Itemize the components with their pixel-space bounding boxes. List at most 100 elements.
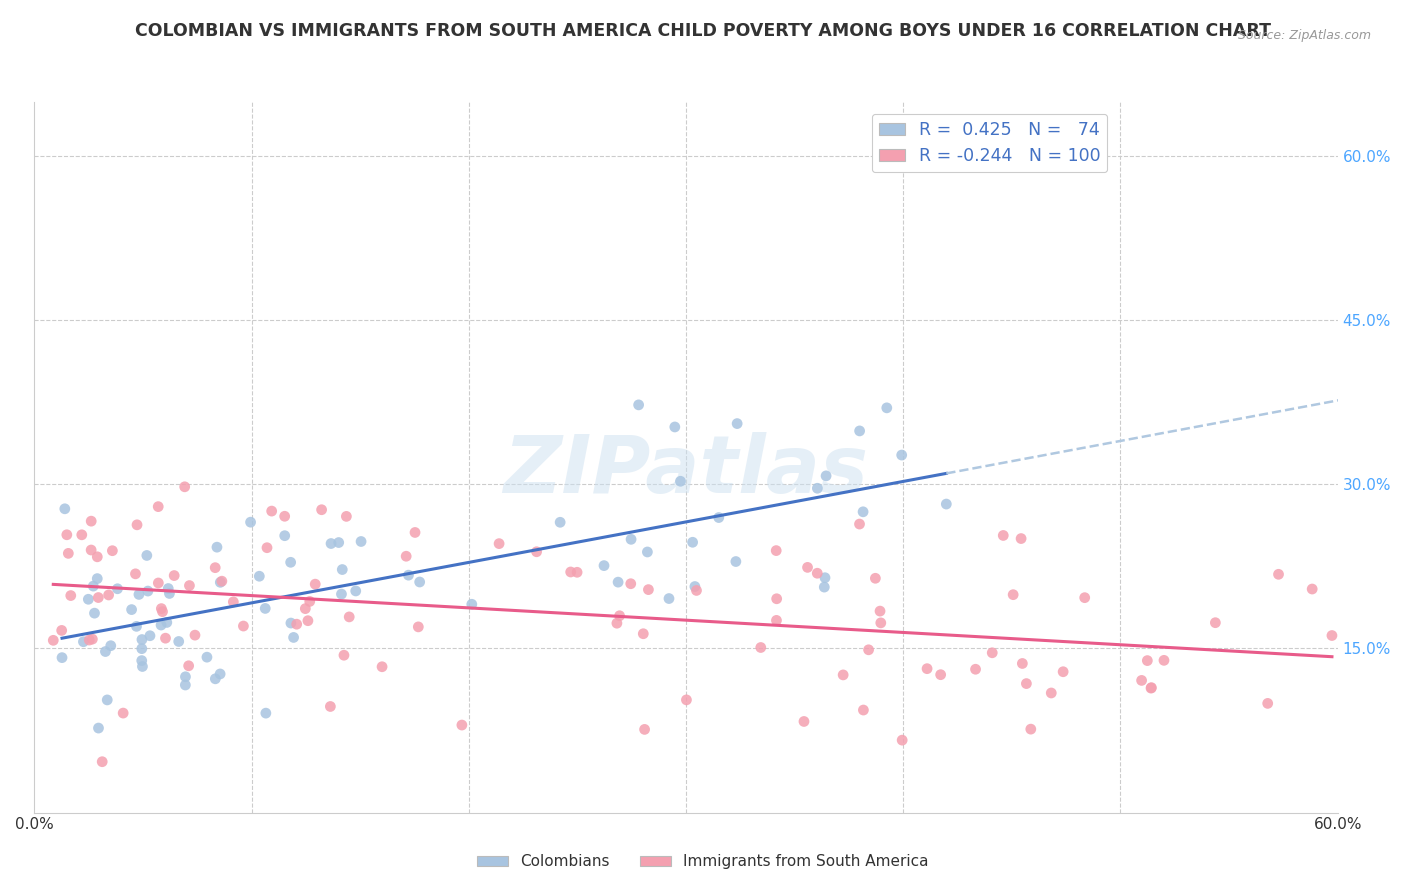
Point bbox=[1320, 628, 1343, 642]
Point bbox=[155, 631, 177, 645]
Point bbox=[184, 628, 207, 642]
Point bbox=[80, 514, 103, 528]
Point bbox=[136, 584, 159, 599]
Point bbox=[606, 616, 628, 631]
Point bbox=[125, 619, 148, 633]
Point bbox=[51, 624, 73, 638]
Point bbox=[814, 571, 837, 585]
Point bbox=[408, 574, 430, 589]
Point bbox=[82, 632, 104, 647]
Point bbox=[593, 558, 616, 573]
Point bbox=[1136, 654, 1159, 668]
Point bbox=[637, 582, 659, 597]
Point bbox=[765, 543, 787, 558]
Point bbox=[254, 706, 277, 720]
Point bbox=[1002, 588, 1025, 602]
Point bbox=[1073, 591, 1095, 605]
Point bbox=[101, 543, 124, 558]
Point bbox=[725, 417, 748, 431]
Point bbox=[565, 566, 588, 580]
Point bbox=[135, 549, 157, 563]
Point bbox=[404, 525, 426, 540]
Point bbox=[1140, 681, 1163, 695]
Point bbox=[100, 639, 122, 653]
Point bbox=[658, 591, 681, 606]
Point bbox=[77, 592, 100, 607]
Point bbox=[935, 497, 957, 511]
Point bbox=[157, 582, 180, 596]
Point bbox=[58, 546, 80, 560]
Point bbox=[283, 631, 305, 645]
Point bbox=[94, 644, 117, 658]
Point bbox=[1267, 567, 1289, 582]
Point bbox=[813, 580, 835, 594]
Point bbox=[848, 517, 870, 532]
Point bbox=[148, 576, 170, 591]
Legend: Colombians, Immigrants from South America: Colombians, Immigrants from South Americ… bbox=[471, 848, 935, 875]
Point bbox=[209, 575, 232, 590]
Point bbox=[858, 642, 880, 657]
Point bbox=[1130, 673, 1153, 688]
Point bbox=[83, 606, 105, 620]
Point bbox=[273, 509, 295, 524]
Point bbox=[87, 721, 110, 735]
Point bbox=[371, 659, 394, 673]
Point bbox=[319, 536, 342, 550]
Point bbox=[87, 591, 110, 605]
Point bbox=[796, 560, 818, 574]
Point bbox=[929, 667, 952, 681]
Point bbox=[675, 693, 697, 707]
Point bbox=[981, 646, 1004, 660]
Point bbox=[179, 578, 201, 592]
Point bbox=[620, 533, 643, 547]
Point bbox=[247, 569, 270, 583]
Point bbox=[333, 648, 356, 663]
Point bbox=[852, 505, 875, 519]
Point bbox=[80, 543, 103, 558]
Legend: R =  0.425   N =   74, R = -0.244   N = 100: R = 0.425 N = 74, R = -0.244 N = 100 bbox=[872, 114, 1108, 172]
Point bbox=[204, 560, 226, 574]
Point bbox=[159, 586, 181, 600]
Point bbox=[311, 502, 333, 516]
Point bbox=[274, 529, 297, 543]
Point bbox=[328, 535, 350, 549]
Point bbox=[669, 475, 692, 489]
Point bbox=[131, 641, 153, 656]
Point bbox=[350, 534, 373, 549]
Point bbox=[51, 650, 73, 665]
Point bbox=[204, 672, 226, 686]
Point bbox=[548, 516, 571, 530]
Point bbox=[209, 667, 232, 681]
Point bbox=[131, 632, 153, 647]
Point bbox=[319, 699, 342, 714]
Point bbox=[205, 540, 228, 554]
Point bbox=[91, 755, 114, 769]
Point bbox=[865, 571, 887, 585]
Point bbox=[876, 401, 898, 415]
Point bbox=[148, 500, 170, 514]
Point bbox=[124, 566, 146, 581]
Point bbox=[150, 601, 173, 615]
Point bbox=[526, 545, 548, 559]
Point bbox=[96, 693, 118, 707]
Point bbox=[965, 662, 987, 676]
Point bbox=[167, 634, 190, 648]
Point bbox=[294, 601, 316, 615]
Point bbox=[915, 662, 938, 676]
Point bbox=[620, 576, 643, 591]
Point bbox=[97, 588, 120, 602]
Point bbox=[869, 615, 891, 630]
Point bbox=[869, 604, 891, 618]
Point bbox=[765, 613, 787, 627]
Point bbox=[806, 481, 828, 495]
Point bbox=[848, 424, 870, 438]
Point bbox=[1011, 657, 1033, 671]
Point bbox=[488, 536, 510, 550]
Point bbox=[125, 517, 148, 532]
Point bbox=[685, 583, 707, 598]
Point bbox=[683, 580, 706, 594]
Point bbox=[765, 591, 787, 606]
Point bbox=[627, 398, 650, 412]
Point bbox=[239, 515, 262, 529]
Point bbox=[174, 670, 197, 684]
